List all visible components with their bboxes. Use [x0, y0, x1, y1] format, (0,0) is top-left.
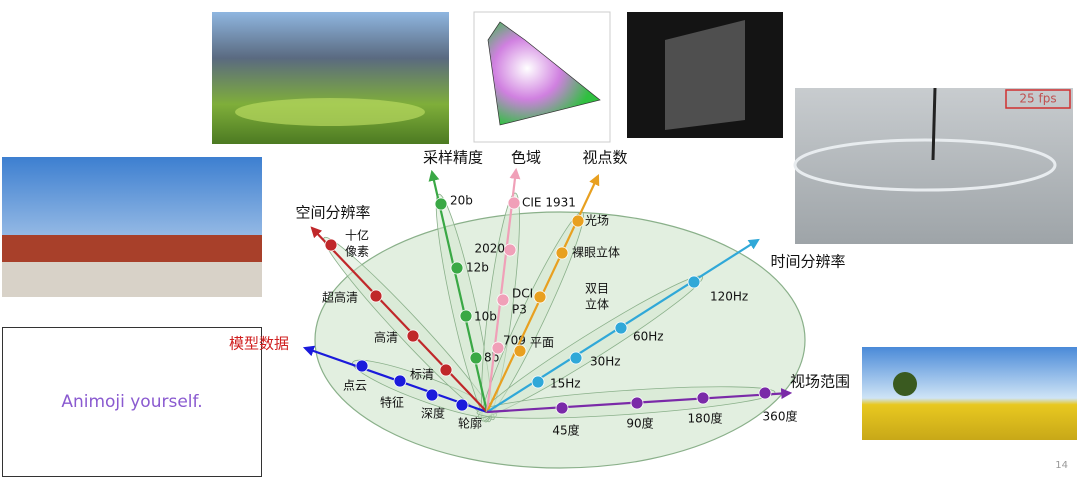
level-dot: [459, 309, 473, 323]
level-label: 光场: [585, 214, 609, 228]
tree: [893, 372, 917, 396]
animoji-frame: [2, 327, 262, 477]
level-dot: [758, 386, 772, 400]
level-label: 深度: [421, 406, 445, 421]
level-dot: [503, 243, 517, 257]
level-dot: [555, 246, 569, 260]
level-dot: [555, 401, 569, 415]
level-dot: [393, 374, 407, 388]
level-dot: [324, 238, 338, 252]
level-dot: [496, 293, 510, 307]
level-dot: [491, 341, 505, 355]
level-label: 12b: [466, 261, 489, 275]
level-label: 裸眼立体: [572, 245, 620, 260]
level-label: 平面: [530, 336, 554, 350]
camera-grid: [665, 20, 745, 130]
level-label: 特征: [380, 395, 404, 410]
level-label: 10b: [474, 310, 497, 324]
level-dot: [406, 329, 420, 343]
level-label: 2020: [474, 242, 505, 256]
level-dot: [571, 214, 585, 228]
level-dot: [696, 391, 710, 405]
level-dot: [533, 290, 547, 304]
water-drop: [931, 87, 937, 161]
level-label: 8b: [484, 351, 499, 365]
level-label: 360度: [763, 409, 798, 424]
level-dot: [439, 363, 453, 377]
axis-title: 时间分辨率: [770, 253, 845, 271]
level-label: CIE 1931: [522, 196, 576, 210]
level-label: 90度: [626, 416, 653, 431]
level-label: 像素: [345, 245, 369, 259]
field-image: [862, 347, 1077, 440]
level-label: 标清: [410, 368, 434, 382]
animoji-text: Animoji yourself.: [61, 392, 202, 412]
level-label: 45度: [552, 423, 579, 438]
axis-title: 模型数据: [229, 335, 289, 353]
level-dot: [450, 261, 464, 275]
level-label: 轮廓: [458, 416, 482, 431]
level-dot: [513, 344, 527, 358]
level-dot: [469, 351, 483, 365]
level-label: 60Hz: [633, 330, 664, 344]
axis-title: 色域: [511, 149, 541, 167]
fps-box: [1005, 89, 1071, 109]
level-label: 双目: [585, 282, 609, 296]
fps-label: 25 fps: [1019, 92, 1056, 106]
level-dot: [569, 351, 583, 365]
level-dot: [687, 275, 701, 289]
level-dot: [455, 398, 469, 412]
level-dot: [507, 196, 521, 210]
level-label: 点云: [343, 379, 367, 393]
level-label: 15Hz: [550, 377, 581, 391]
axis-arrow: [485, 167, 521, 413]
axis-title: 视场范围: [790, 373, 850, 391]
level-dot: [369, 289, 383, 303]
square: [2, 262, 262, 297]
level-dot: [531, 375, 545, 389]
level-label: 十亿: [345, 228, 369, 243]
axis-title: 采样精度: [423, 149, 483, 167]
level-label: 180度: [688, 411, 723, 426]
cie-gamut: [487, 21, 601, 126]
axis-title: 视点数: [582, 149, 627, 167]
level-dot: [434, 197, 448, 211]
cup-rim: [793, 138, 1057, 192]
page-number: 14: [1055, 460, 1068, 471]
level-dot: [355, 359, 369, 373]
level-dot: [425, 388, 439, 402]
level-label: 30Hz: [590, 355, 621, 369]
level-label: DCI: [512, 287, 533, 301]
level-label: 高清: [374, 330, 398, 345]
axis-arrow: [310, 226, 488, 413]
level-dot: [614, 321, 628, 335]
axis-title: 空间分辨率: [295, 204, 370, 222]
level-dot: [630, 396, 644, 410]
level-label: 20b: [450, 194, 473, 208]
pitch: [235, 98, 425, 126]
axis-arrow: [428, 169, 489, 413]
level-label: 立体: [585, 297, 609, 312]
level-label: 120Hz: [710, 290, 748, 304]
level-label: 超高清: [322, 290, 358, 305]
palace: [2, 235, 262, 263]
level-label: P3: [512, 303, 527, 317]
